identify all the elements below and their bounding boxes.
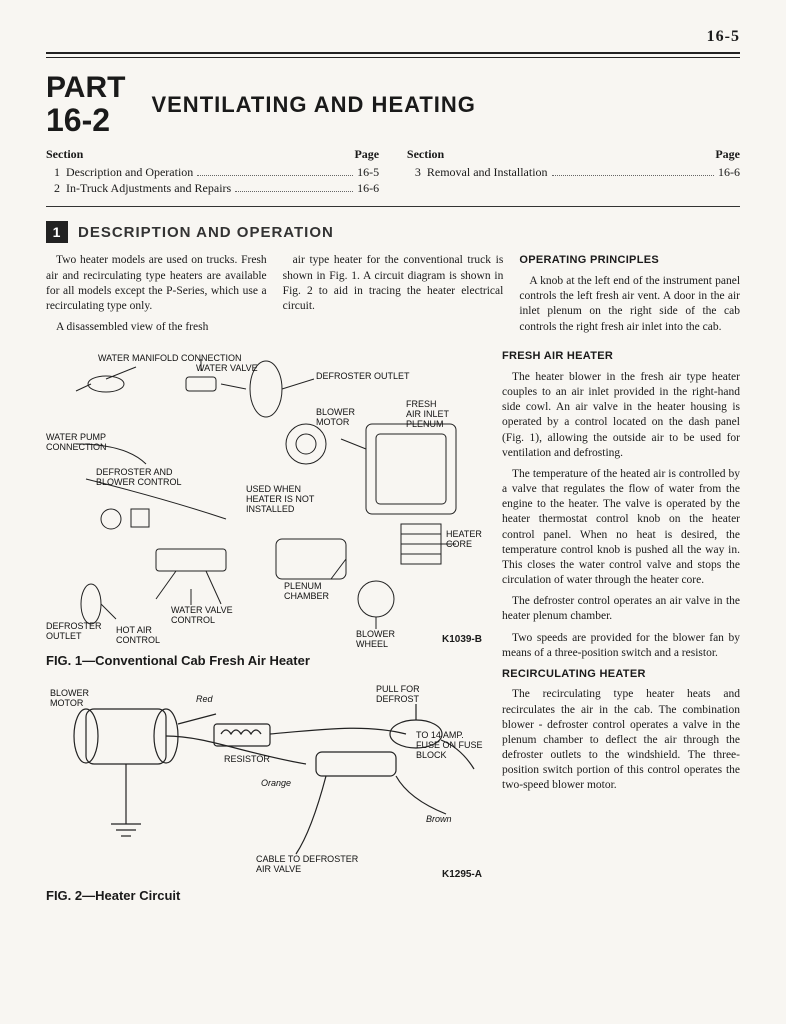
figure-2: BLOWER MOTOR Red RESISTOR Orange PULL FO… (46, 674, 486, 884)
toc-head-page: Page (715, 147, 740, 162)
callout: WATER PUMP CONNECTION (46, 432, 107, 452)
toc-num: 2 (46, 180, 60, 196)
callout: HEATER CORE (446, 529, 482, 549)
body-text: The temperature of the heated air is con… (502, 467, 740, 588)
figure-code: K1039-B (442, 634, 482, 645)
callout: BLOWER WHEEL (356, 629, 395, 649)
body-text: The defroster control operates an air va… (502, 594, 740, 624)
body-text: The recirculating type heater heats and … (502, 687, 740, 793)
toc-dots (552, 164, 714, 176)
part-word: PART (46, 72, 125, 104)
callout: HOT AIR CONTROL (116, 625, 160, 645)
top-rule (46, 52, 740, 58)
toc-num: 1 (46, 164, 60, 180)
subheading: OPERATING PRINCIPLES (519, 253, 740, 268)
callout: Orange (261, 778, 291, 788)
toc-dots (197, 164, 353, 176)
right-column-text: FRESH AIR HEATER The heater blower in th… (502, 349, 740, 903)
body-text: The heater blower in the fresh air type … (502, 370, 740, 461)
callout: DEFROSTER OUTLET (316, 371, 410, 381)
body-text: Two heater models are used on trucks. Fr… (46, 253, 267, 314)
callout: USED WHEN HEATER IS NOT INSTALLED (246, 484, 314, 514)
callout: DEFROSTER OUTLET (46, 621, 102, 641)
section-title: DESCRIPTION AND OPERATION (78, 224, 334, 241)
toc-dots (235, 180, 353, 192)
intro-col-3: OPERATING PRINCIPLES A knob at the left … (519, 253, 740, 341)
toc-title: Removal and Installation (427, 164, 548, 180)
toc-title: Description and Operation (66, 164, 193, 180)
figure-1-caption: FIG. 1—Conventional Cab Fresh Air Heater (46, 653, 486, 668)
chapter-title: VENTILATING AND HEATING (151, 92, 475, 118)
toc-head-section: Section (46, 147, 83, 162)
toc-page: 16-6 (718, 164, 740, 180)
toc-row: Section Page 1 Description and Operation… (46, 147, 740, 196)
toc-page: 16-6 (357, 180, 379, 196)
body-text: A knob at the left end of the instrument… (519, 274, 740, 335)
intro-columns: Two heater models are used on trucks. Fr… (46, 253, 740, 341)
subheading: RECIRCULATING HEATER (502, 667, 740, 682)
section-heading: 1 DESCRIPTION AND OPERATION (46, 221, 740, 243)
divider (46, 206, 740, 207)
page-number: 16-5 (46, 28, 740, 46)
figure-2-caption: FIG. 2—Heater Circuit (46, 888, 486, 903)
callout: TO 14 AMP. FUSE ON FUSE BLOCK (416, 730, 483, 760)
chapter-header: PART 16-2 VENTILATING AND HEATING (46, 72, 740, 137)
toc-line: 3 Removal and Installation 16-6 (407, 164, 740, 180)
body-text: A disassembled view of the fresh (46, 320, 267, 335)
intro-col-1: Two heater models are used on trucks. Fr… (46, 253, 267, 341)
toc-num: 3 (407, 164, 421, 180)
callout: CABLE TO DEFROSTER AIR VALVE (256, 854, 358, 874)
part-number: 16-2 (46, 104, 125, 138)
body-text: Two speeds are provided for the blower f… (502, 631, 740, 661)
toc-right: Section Page 3 Removal and Installation … (407, 147, 740, 196)
callout: FRESH AIR INLET PLENUM (406, 399, 449, 429)
section-number-box: 1 (46, 221, 68, 243)
callout: BLOWER MOTOR (316, 407, 355, 427)
toc-head-section: Section (407, 147, 444, 162)
callout: Red (196, 694, 213, 704)
callout: WATER MANIFOLD CONNECTION (98, 353, 242, 363)
callout: DEFROSTER AND BLOWER CONTROL (96, 467, 182, 487)
callout: WATER VALVE (196, 363, 258, 373)
toc-left: Section Page 1 Description and Operation… (46, 147, 379, 196)
toc-line: 1 Description and Operation 16-5 (46, 164, 379, 180)
figures-area: WATER MANIFOLD CONNECTION WATER VALVE DE… (46, 349, 740, 903)
toc-title: In-Truck Adjustments and Repairs (66, 180, 231, 196)
intro-col-2: air type heater for the conventional tru… (283, 253, 504, 341)
callout: RESISTOR (224, 754, 270, 764)
part-label: PART 16-2 (46, 72, 125, 137)
figures-left: WATER MANIFOLD CONNECTION WATER VALVE DE… (46, 349, 486, 903)
figure-code: K1295-A (442, 869, 482, 880)
figure-1: WATER MANIFOLD CONNECTION WATER VALVE DE… (46, 349, 486, 649)
callout: Brown (426, 814, 452, 824)
callout: PULL FOR DEFROST (376, 684, 420, 704)
toc-line: 2 In-Truck Adjustments and Repairs 16-6 (46, 180, 379, 196)
callout: WATER VALVE CONTROL (171, 605, 233, 625)
toc-head-page: Page (354, 147, 379, 162)
toc-page: 16-5 (357, 164, 379, 180)
callout: PLENUM CHAMBER (284, 581, 329, 601)
body-text: air type heater for the conventional tru… (283, 253, 504, 314)
subheading: FRESH AIR HEATER (502, 349, 740, 364)
callout: BLOWER MOTOR (50, 688, 89, 708)
